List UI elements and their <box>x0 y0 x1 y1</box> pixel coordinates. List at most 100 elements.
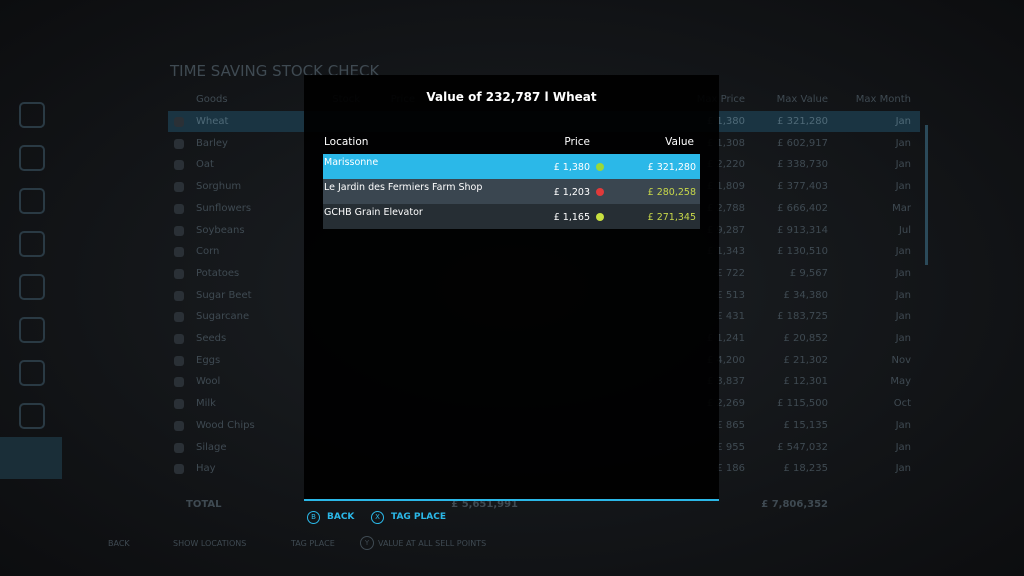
cell: May <box>890 376 911 388</box>
cell: Jan <box>895 246 911 258</box>
cell: Jan <box>895 419 911 431</box>
location-name: Marissonne <box>324 157 379 168</box>
cell: £ 513 <box>716 289 745 301</box>
goods-icon <box>174 464 184 475</box>
cell: Jan <box>895 137 911 149</box>
sidebar-icon[interactable] <box>19 317 45 343</box>
location-row[interactable] <box>323 154 700 179</box>
column-header: Max Month <box>855 94 911 105</box>
cell: £ 21,302 <box>783 354 828 366</box>
location-value: £ 280,258 <box>647 187 696 198</box>
goods-name: Oat <box>196 159 214 171</box>
goods-icon <box>174 334 184 344</box>
goods-name: Potatoes <box>196 267 240 279</box>
cell: £ 183,725 <box>777 311 828 323</box>
total-value: £ 7,806,352 <box>761 499 828 510</box>
cell: Jan <box>895 267 911 279</box>
cell: £ 431 <box>716 311 745 323</box>
goods-icon <box>174 117 184 127</box>
button-key[interactable]: X <box>371 511 384 524</box>
location-row[interactable] <box>323 204 700 229</box>
cell: £ 20,852 <box>783 333 828 344</box>
cell: Oct <box>893 398 911 410</box>
column-header: Goods <box>196 94 228 105</box>
scrollbar <box>925 125 928 265</box>
cell: Jan <box>895 289 911 301</box>
goods-name: Soybeans <box>196 224 245 236</box>
cell: £ 18,235 <box>783 463 828 475</box>
location-value: £ 321,280 <box>647 162 696 173</box>
goods-name: Milk <box>196 398 216 410</box>
dialog-header: Value <box>665 136 694 148</box>
cell: £ 547,032 <box>777 441 828 453</box>
goods-name: Eggs <box>196 354 221 366</box>
cell: £ 1,343 <box>706 246 745 258</box>
button-key[interactable]: B <box>307 511 320 524</box>
cell: £ 34,380 <box>783 289 828 301</box>
goods-name: Wood Chips <box>196 419 255 431</box>
cell: Jan <box>895 311 911 323</box>
cell: £ 4,200 <box>706 354 745 366</box>
cell: £ 2,269 <box>706 398 745 410</box>
goods-icon <box>174 420 184 431</box>
location-price: £ 1,203 <box>553 187 590 198</box>
cell: £ 2,788 <box>706 202 745 214</box>
cell: £ 2,220 <box>706 159 745 171</box>
goods-icon <box>174 312 184 323</box>
location-name: GCHB Grain Elevator <box>324 207 423 218</box>
sidebar-icon[interactable] <box>19 145 45 171</box>
total-value: £ 5,651,991 <box>451 499 518 510</box>
sidebar-icon[interactable] <box>19 403 45 429</box>
sidebar-icon[interactable] <box>19 188 45 214</box>
button-label[interactable]: BACK <box>327 512 355 522</box>
footer-button[interactable]: SHOW LOCATIONS <box>173 539 247 548</box>
cell: £ 722 <box>716 267 745 279</box>
goods-icon <box>174 138 184 149</box>
goods-name: Barley <box>196 137 228 149</box>
goods-icon <box>174 160 184 171</box>
sidebar-icon[interactable] <box>19 231 45 257</box>
location-name: Le Jardin des Fermiers Farm Shop <box>324 182 483 193</box>
sidebar <box>0 90 62 490</box>
location-price: £ 1,380 <box>553 162 590 173</box>
sidebar-selected <box>0 437 62 479</box>
sidebar-icon[interactable] <box>19 360 45 386</box>
goods-icon <box>174 225 184 236</box>
goods-name: Silage <box>196 441 227 453</box>
goods-icon <box>174 355 184 366</box>
cell: £ 955 <box>716 441 745 453</box>
cell: Jan <box>895 333 911 344</box>
footer-button[interactable]: TAG PLACE <box>291 539 335 548</box>
cell: Jan <box>895 116 911 127</box>
cell: Mar <box>892 202 911 214</box>
goods-name: Sugar Beet <box>196 289 252 301</box>
cell: Nov <box>891 354 911 366</box>
goods-name: Corn <box>196 246 220 258</box>
goods-name: Sugarcane <box>196 311 250 323</box>
cell: £ 12,301 <box>783 376 828 388</box>
footer-button[interactable]: BACK <box>108 539 130 548</box>
cell: £ 1,308 <box>706 137 745 149</box>
goods-icon <box>174 377 184 388</box>
goods-icon <box>174 268 184 279</box>
cell: £ 602,917 <box>777 137 828 149</box>
goods-icon <box>174 247 184 258</box>
sidebar-icon[interactable] <box>19 274 45 300</box>
footer-button[interactable]: VALUE AT ALL SELL POINTS <box>378 539 487 548</box>
cell: £ 865 <box>716 419 745 431</box>
goods-name: Sunflowers <box>196 202 252 214</box>
sidebar-icon[interactable] <box>19 102 45 128</box>
cell: £ 15,135 <box>783 419 828 431</box>
cell: £ 115,500 <box>777 398 828 410</box>
goods-name: Seeds <box>196 333 227 344</box>
dialog-title: Value of 232,787 l Wheat <box>426 90 597 104</box>
button-label[interactable]: TAG PLACE <box>391 512 446 522</box>
total-label: TOTAL <box>186 499 222 510</box>
location-row[interactable] <box>323 179 700 204</box>
dialog-header: Price <box>564 136 590 148</box>
goods-name: Wool <box>196 376 221 388</box>
location-value: £ 271,345 <box>647 212 696 223</box>
goods-icon <box>174 442 184 453</box>
goods-icon <box>174 203 184 214</box>
